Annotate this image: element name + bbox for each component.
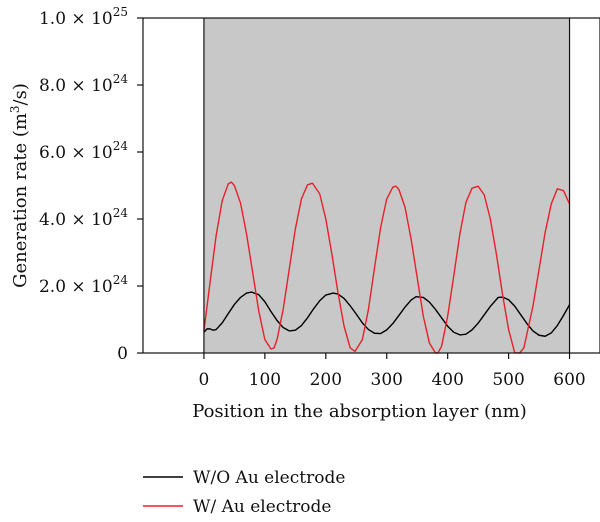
y-axis-title: Generation rate (m3/s) xyxy=(8,83,31,288)
shaded-region xyxy=(203,18,570,353)
y-axis-title-superscript: 3 xyxy=(8,105,22,113)
x-tick-label: 100 xyxy=(249,370,281,390)
series-layer xyxy=(203,181,571,354)
y-tick-label: 8.0 × 1024 xyxy=(39,72,128,96)
x-tick-label: 400 xyxy=(431,370,463,390)
x-tick-label: 300 xyxy=(371,370,403,390)
series-line-1 xyxy=(203,291,571,337)
series-line-2 xyxy=(203,181,571,354)
y-tick-label: 2.0 × 1024 xyxy=(39,273,128,297)
y-tick-label: 1.0 × 1025 xyxy=(39,5,128,29)
y-tick-label: 4.0 × 1024 xyxy=(39,206,128,230)
legend: W/O Au electrode W/ Au electrode xyxy=(143,468,345,517)
x-tick-label: 500 xyxy=(492,370,524,390)
legend-label-2: W/ Au electrode xyxy=(193,497,331,517)
plot-area xyxy=(142,17,600,354)
x-tick-label: 200 xyxy=(310,370,342,390)
y-tick-label: 0 xyxy=(117,344,128,364)
x-tick-label: 600 xyxy=(553,370,585,390)
x-axis: 0 100 200 300 400 500 600 xyxy=(199,353,586,390)
plot-frame xyxy=(142,17,600,354)
y-axis-title-prefix: Generation rate (m xyxy=(10,113,31,288)
y-axis-title-suffix: /s) xyxy=(10,83,31,105)
legend-label-1: W/O Au electrode xyxy=(193,468,345,488)
y-tick-label: 6.0 × 1024 xyxy=(39,139,128,163)
y-axis: 0 2.0 × 1024 4.0 × 1024 6.0 × 1024 8.0 × 102… xyxy=(39,5,143,364)
x-tick-label: 0 xyxy=(199,370,210,390)
x-axis-title: Position in the absorption layer (nm) xyxy=(192,401,527,422)
